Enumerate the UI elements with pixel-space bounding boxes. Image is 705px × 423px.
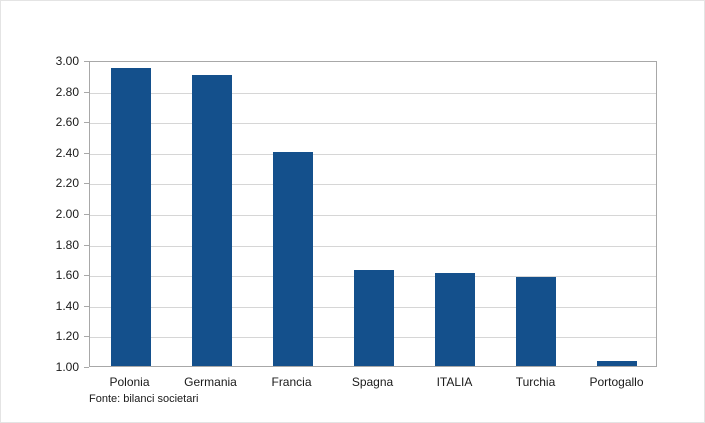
bar-francia	[273, 152, 313, 366]
y-axis-label: 1.40	[55, 299, 79, 313]
y-axis-tick	[84, 214, 89, 215]
y-axis-tick	[84, 367, 89, 368]
x-axis-label: Francia	[271, 375, 312, 389]
y-axis-tick	[84, 153, 89, 154]
plot-area	[89, 61, 657, 367]
x-axis-label: Polonia	[109, 375, 150, 389]
bar-italia	[435, 273, 475, 366]
y-axis-label: 2.40	[55, 146, 79, 160]
y-axis-tick	[84, 183, 89, 184]
x-axis-label: ITALIA	[436, 375, 473, 389]
x-axis-label: Germania	[184, 375, 237, 389]
y-axis-tick	[84, 336, 89, 337]
y-axis-label: 1.80	[55, 238, 79, 252]
y-axis-label: 1.20	[55, 329, 79, 343]
bar-germania	[192, 75, 232, 366]
y-axis-tick	[84, 275, 89, 276]
y-axis-label: 3.00	[55, 54, 79, 68]
y-axis-tick	[84, 122, 89, 123]
gridline	[90, 215, 656, 216]
y-axis-tick	[84, 61, 89, 62]
source-note: Fonte: bilanci societari	[89, 393, 199, 405]
x-axis-label: Portogallo	[589, 375, 644, 389]
gridline	[90, 123, 656, 124]
gridline	[90, 93, 656, 94]
y-axis-label: 1.00	[55, 360, 79, 374]
bar-turchia	[516, 277, 556, 366]
y-axis-label: 2.80	[55, 85, 79, 99]
gridline	[90, 154, 656, 155]
y-axis-label: 2.60	[55, 115, 79, 129]
x-axis-label: Turchia	[515, 375, 556, 389]
y-axis-label: 2.00	[55, 207, 79, 221]
y-axis-tick	[84, 245, 89, 246]
y-axis-label: 1.60	[55, 268, 79, 282]
gridline	[90, 246, 656, 247]
y-axis-tick	[84, 92, 89, 93]
bar-polonia	[111, 68, 151, 366]
bar-spagna	[354, 270, 394, 366]
x-axis-label: Spagna	[351, 375, 394, 389]
y-axis-tick	[84, 306, 89, 307]
bar-portogallo	[597, 361, 637, 366]
gridline	[90, 184, 656, 185]
y-axis-label: 2.20	[55, 176, 79, 190]
